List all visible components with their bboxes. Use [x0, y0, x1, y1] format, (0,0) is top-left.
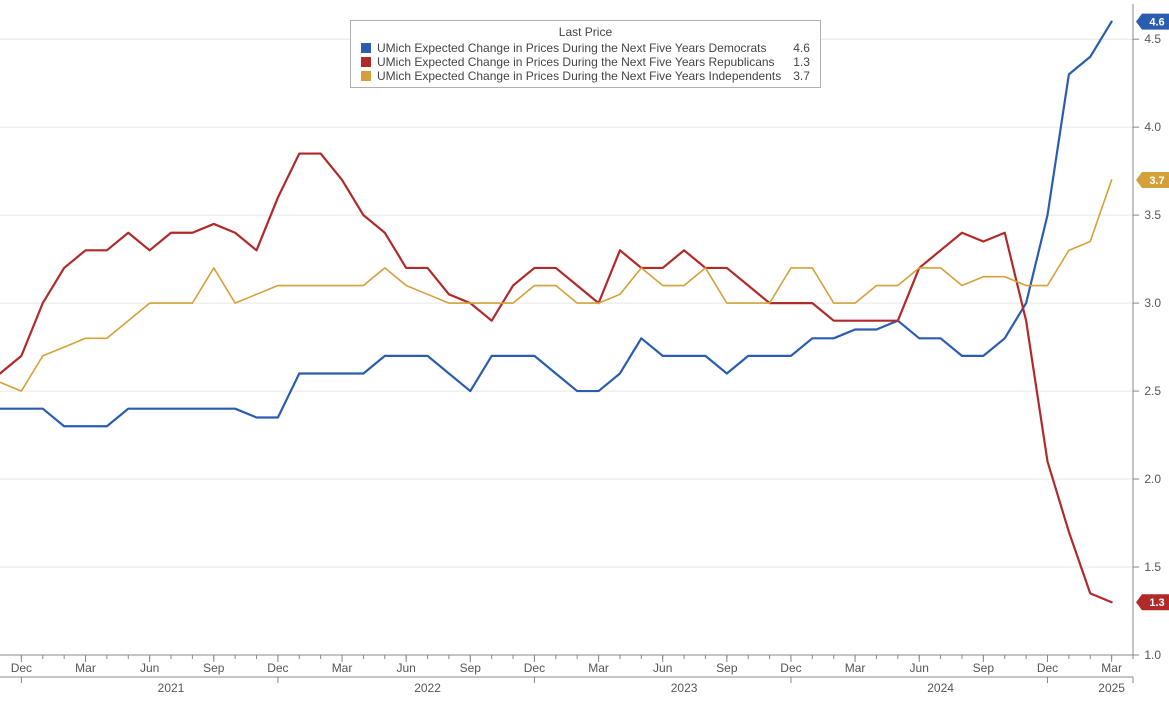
legend-row-republicans: UMich Expected Change in Prices During t…	[361, 55, 810, 69]
svg-text:3.5: 3.5	[1144, 208, 1161, 222]
svg-text:1.0: 1.0	[1144, 648, 1161, 662]
svg-text:1.3: 1.3	[1149, 597, 1164, 609]
svg-text:3.0: 3.0	[1144, 296, 1161, 310]
legend-value-democrats: 4.6	[793, 41, 810, 55]
svg-text:Mar: Mar	[588, 661, 609, 675]
svg-text:4.5: 4.5	[1144, 32, 1161, 46]
svg-text:Mar: Mar	[845, 661, 866, 675]
svg-text:Jun: Jun	[140, 661, 159, 675]
svg-text:2023: 2023	[671, 681, 698, 695]
plot-area: 1.0 1.5 2.0 2.5 3.0 3.5 4.0 4.5 Dec Mar Jun Sep Dec M…	[0, 0, 1169, 701]
svg-text:2.5: 2.5	[1144, 384, 1161, 398]
svg-text:1.5: 1.5	[1144, 560, 1161, 574]
legend-value-republicans: 1.3	[793, 55, 810, 69]
svg-text:Mar: Mar	[75, 661, 96, 675]
svg-text:4.6: 4.6	[1149, 17, 1164, 29]
svg-text:4.0: 4.0	[1144, 120, 1161, 134]
svg-text:Dec: Dec	[524, 661, 545, 675]
svg-text:Jun: Jun	[910, 661, 929, 675]
svg-text:Mar: Mar	[1101, 661, 1122, 675]
legend-label-independents: UMich Expected Change in Prices During t…	[377, 69, 781, 83]
legend-value-independents: 3.7	[793, 69, 810, 83]
legend-label-republicans: UMich Expected Change in Prices During t…	[377, 55, 781, 69]
legend-label-democrats: UMich Expected Change in Prices During t…	[377, 41, 781, 55]
svg-text:2022: 2022	[414, 681, 441, 695]
svg-text:3.7: 3.7	[1149, 175, 1164, 187]
svg-text:Sep: Sep	[716, 661, 738, 675]
legend-row-independents: UMich Expected Change in Prices During t…	[361, 69, 810, 83]
svg-text:2024: 2024	[927, 681, 954, 695]
svg-text:Dec: Dec	[11, 661, 32, 675]
svg-text:Dec: Dec	[780, 661, 801, 675]
legend-box: Last Price UMich Expected Change in Pric…	[350, 20, 821, 88]
legend-swatch-democrats	[361, 43, 371, 53]
svg-text:Jun: Jun	[396, 661, 415, 675]
svg-text:Sep: Sep	[973, 661, 995, 675]
legend-swatch-independents	[361, 71, 371, 81]
svg-text:Jun: Jun	[653, 661, 672, 675]
legend-swatch-republicans	[361, 57, 371, 67]
chart-container: 1.0 1.5 2.0 2.5 3.0 3.5 4.0 4.5 Dec Mar Jun Sep Dec M…	[0, 0, 1169, 701]
svg-text:Dec: Dec	[267, 661, 288, 675]
svg-text:Sep: Sep	[203, 661, 225, 675]
svg-text:Sep: Sep	[460, 661, 482, 675]
svg-text:Dec: Dec	[1037, 661, 1058, 675]
svg-text:2021: 2021	[158, 681, 185, 695]
svg-text:Mar: Mar	[332, 661, 353, 675]
svg-text:2025: 2025	[1098, 681, 1125, 695]
svg-text:2.0: 2.0	[1144, 472, 1161, 486]
legend-row-democrats: UMich Expected Change in Prices During t…	[361, 41, 810, 55]
legend-title: Last Price	[361, 25, 810, 39]
